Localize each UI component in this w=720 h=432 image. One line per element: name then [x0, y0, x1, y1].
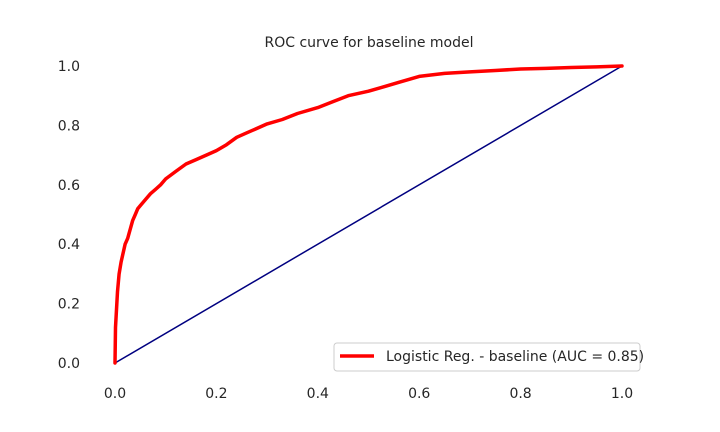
chart-title: ROC curve for baseline model: [264, 35, 473, 51]
y-tick-label: 1.0: [58, 59, 80, 75]
y-tick-label: 0.2: [58, 297, 80, 313]
y-axis-ticks: 0.0 0.2 0.4 0.6 0.8 1.0: [58, 59, 80, 372]
plot-area: [113, 64, 624, 365]
legend-label-roc: Logistic Reg. - baseline (AUC = 0.85): [386, 349, 644, 365]
y-tick-label: 0.6: [58, 178, 80, 194]
x-tick-label: 1.0: [611, 386, 633, 402]
x-tick-label: 0.0: [104, 386, 126, 402]
y-tick-label: 0.0: [58, 356, 80, 372]
chance-diagonal-line: [114, 65, 623, 364]
legend-box: [333, 342, 641, 372]
x-tick-label: 0.6: [408, 386, 430, 402]
x-axis-ticks: 0.0 0.2 0.4 0.6 0.8 1.0: [104, 386, 633, 402]
y-tick-label: 0.4: [58, 237, 80, 253]
roc-curve-line: [113, 64, 624, 365]
x-tick-label: 0.8: [509, 386, 531, 402]
legend: Logistic Reg. - baseline (AUC = 0.85): [333, 342, 644, 372]
x-tick-label: 0.4: [307, 386, 329, 402]
y-tick-label: 0.8: [58, 118, 80, 134]
x-tick-label: 0.2: [205, 386, 227, 402]
